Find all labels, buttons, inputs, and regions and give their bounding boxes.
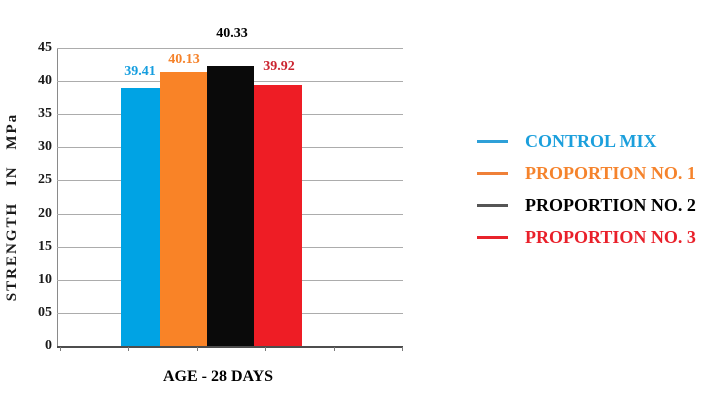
legend: CONTROL MIX PROPORTION NO. 1 PROPORTION NO… (477, 125, 722, 253)
value-label-control-mix: 39.41 (124, 64, 156, 79)
legend-item-proportion-no-1: PROPORTION NO. 1 (477, 157, 722, 189)
legend-label: PROPORTION NO. 1 (525, 162, 696, 183)
legend-label: CONTROL MIX (525, 130, 657, 151)
legend-label: PROPORTION NO. 3 (525, 226, 696, 247)
x-tick-5 (402, 347, 403, 351)
gridline-45 (57, 48, 403, 49)
y-tick-label-45: 45 (38, 40, 52, 55)
legend-line-icon (477, 203, 508, 207)
x-tick-0 (59, 347, 61, 351)
legend-label: PROPORTION NO. 2 (525, 194, 696, 215)
legend-item-control-mix: CONTROL MIX (477, 125, 722, 157)
y-tick-label-15: 15 (38, 238, 52, 254)
y-tick-label-0: 0 (45, 338, 52, 353)
legend-item-proportion-no-3: PROPORTION NO. 3 (477, 221, 722, 253)
bar-proportion-no-1 (160, 72, 207, 346)
y-tick-label-40: 40 (38, 73, 52, 89)
x-tick-3 (265, 347, 266, 351)
legend-item-proportion-no-2: PROPORTION NO. 2 (477, 189, 722, 221)
value-label-proportion-no-2: 40.33 (216, 26, 248, 41)
y-tick-label-35: 35 (38, 106, 52, 122)
x-tick-4 (333, 347, 335, 351)
y-tick-label-10: 10 (38, 271, 52, 287)
value-label-proportion-no-1: 40.13 (168, 52, 200, 67)
y-tick-label-25: 25 (38, 172, 52, 188)
x-tick-2 (196, 347, 198, 351)
bar-control-mix (121, 88, 160, 346)
y-tick-label-20: 20 (38, 205, 52, 221)
y-tick-label-30: 30 (38, 139, 52, 155)
value-label-proportion-no-3: 39.92 (263, 59, 295, 74)
y-tick-label-05: 05 (38, 304, 52, 320)
legend-line-icon (477, 235, 508, 239)
x-axis-label: AGE - 28 DAYS (162, 368, 274, 385)
y-axis-line (57, 48, 58, 346)
legend-line-icon (477, 171, 508, 175)
plot-area (57, 48, 403, 351)
x-tick-1 (128, 347, 129, 351)
bar-proportion-no-2 (207, 66, 254, 346)
gridline-0 (57, 346, 403, 348)
legend-line-icon (477, 139, 508, 143)
bar-proportion-no-3 (254, 85, 302, 346)
